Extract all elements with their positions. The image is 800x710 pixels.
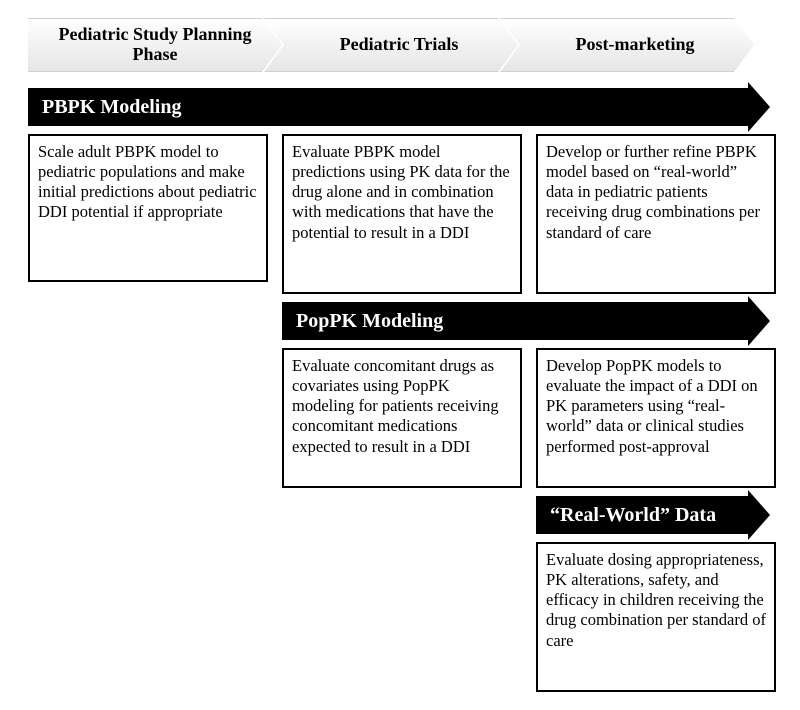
arrow-poppk: PopPK Modeling: [282, 302, 748, 340]
box-text: Scale adult PBPK model to pediatric popu…: [38, 142, 257, 221]
phase-row: Pediatric Study Planning Phase Pediatric…: [28, 18, 772, 72]
arrow-rwd: “Real-World” Data: [536, 496, 748, 534]
box-pbpk-trials: Evaluate PBPK model predictions using PK…: [282, 134, 522, 294]
phase-label: Post-marketing: [576, 35, 695, 55]
arrow-pbpk: PBPK Modeling: [28, 88, 748, 126]
phase-postmarketing: Post-marketing: [500, 18, 754, 72]
phase-label: Pediatric Study Planning Phase: [42, 25, 268, 65]
box-poppk-postmarketing: Develop PopPK models to evaluate the imp…: [536, 348, 776, 488]
box-text: Develop PopPK models to evaluate the imp…: [546, 356, 758, 456]
box-pbpk-postmarketing: Develop or further refine PBPK model bas…: [536, 134, 776, 294]
phase-label: Pediatric Trials: [340, 35, 459, 55]
box-text: Evaluate dosing appropriateness, PK alte…: [546, 550, 766, 650]
box-pbpk-planning: Scale adult PBPK model to pediatric popu…: [28, 134, 268, 282]
box-text: Develop or further refine PBPK model bas…: [546, 142, 760, 242]
box-text: Evaluate PBPK model predictions using PK…: [292, 142, 510, 242]
box-rwd-postmarketing: Evaluate dosing appropriateness, PK alte…: [536, 542, 776, 692]
phase-planning: Pediatric Study Planning Phase: [28, 18, 282, 72]
box-poppk-trials: Evaluate concomitant drugs as covariates…: [282, 348, 522, 488]
phase-trials: Pediatric Trials: [264, 18, 518, 72]
box-text: Evaluate concomitant drugs as covariates…: [292, 356, 499, 456]
diagram-area: PBPK Modeling PBPK Modeling PopPK Modeli…: [28, 88, 772, 692]
